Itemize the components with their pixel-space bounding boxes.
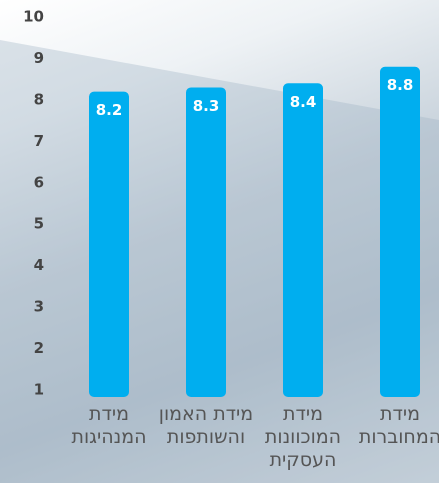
bar: [380, 67, 420, 397]
y-tick-label: 7: [34, 132, 44, 150]
value-label: 8.2: [96, 101, 123, 119]
x-tick-label: מידת המחוברות: [352, 403, 439, 449]
x-tick-label: מידת המנהיגות: [61, 403, 157, 449]
bar: [89, 92, 129, 397]
x-tick-label: מידת המוכוונות העסקית: [255, 403, 351, 472]
y-tick-label: 1: [34, 381, 44, 399]
value-label: 8.8: [387, 76, 414, 94]
x-tick-label: מידת האמון והשותפות: [158, 403, 254, 449]
y-tick-label: 4: [34, 256, 44, 274]
y-tick-label: 3: [34, 298, 44, 316]
y-tick-label: 8: [34, 90, 44, 108]
chart: 123456789108.28.38.48.8 מידת המנהיגותמיד…: [0, 0, 439, 483]
value-label: 8.4: [290, 93, 317, 111]
y-tick-label: 10: [23, 8, 44, 26]
bar: [186, 87, 226, 397]
y-tick-label: 9: [34, 49, 44, 67]
value-label: 8.3: [193, 97, 220, 115]
y-tick-label: 5: [34, 215, 44, 233]
y-tick-label: 6: [34, 173, 44, 191]
y-tick-label: 2: [34, 339, 44, 357]
bar: [283, 83, 323, 397]
